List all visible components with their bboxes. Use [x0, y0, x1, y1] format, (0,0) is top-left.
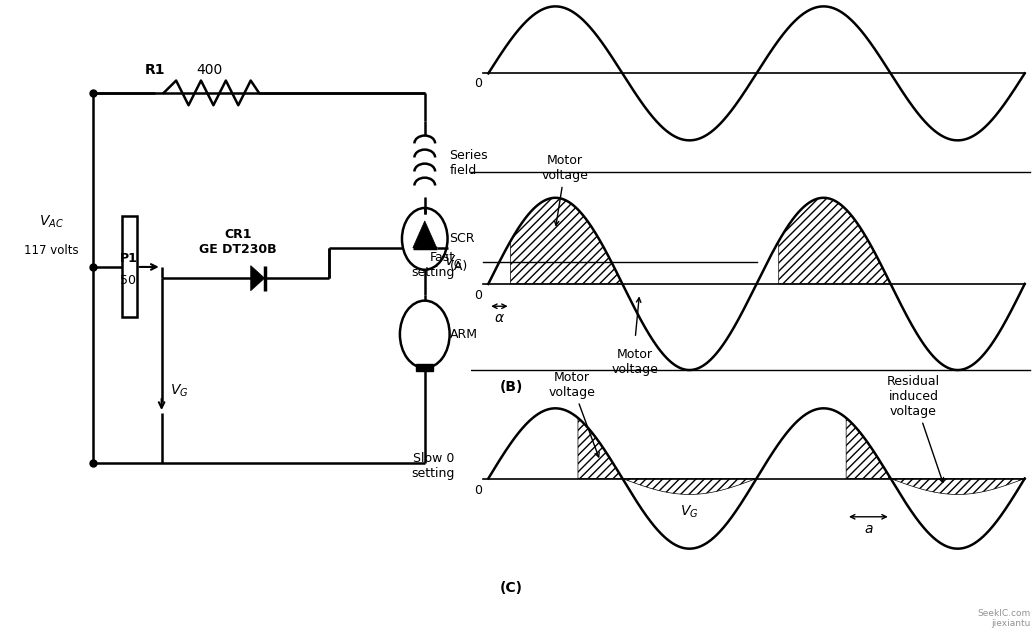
Text: CR1
GE DT230B: CR1 GE DT230B [200, 228, 277, 256]
Text: SCR: SCR [450, 232, 476, 246]
Text: Residual
induced
voltage: Residual induced voltage [887, 375, 944, 482]
Polygon shape [251, 265, 264, 291]
Text: 117 volts: 117 volts [25, 244, 79, 256]
Text: Fast
setting: Fast setting [411, 251, 455, 279]
Text: a: a [864, 522, 872, 536]
Text: SeekIC.com
jiexiantu: SeekIC.com jiexiantu [977, 609, 1031, 628]
Text: Motor
voltage: Motor voltage [612, 348, 659, 376]
Text: $V_G$: $V_G$ [681, 504, 698, 521]
Text: Slow 0
setting: Slow 0 setting [411, 452, 455, 480]
Text: 0: 0 [474, 484, 482, 496]
Polygon shape [412, 221, 437, 248]
Text: 0: 0 [474, 77, 482, 89]
Text: Series
field: Series field [450, 149, 488, 177]
Text: Motor
voltage: Motor voltage [542, 154, 588, 225]
Text: 400: 400 [196, 63, 223, 77]
Text: 50: 50 [120, 274, 136, 288]
Text: (C): (C) [499, 581, 522, 595]
Text: P1: P1 [120, 252, 138, 265]
Text: Motor
voltage: Motor voltage [548, 371, 599, 457]
Text: (B): (B) [499, 380, 523, 394]
Text: $V_G$: $V_G$ [444, 253, 463, 270]
Text: $V_{AC}$: $V_{AC}$ [39, 214, 64, 230]
Bar [416, 364, 433, 371]
Text: $\alpha$: $\alpha$ [494, 311, 505, 325]
Text: (A): (A) [450, 260, 468, 274]
Text: R1: R1 [145, 63, 166, 77]
Text: 0: 0 [474, 289, 482, 302]
Text: $V_G$: $V_G$ [170, 382, 189, 399]
Bar [122, 216, 137, 318]
Text: ARM: ARM [450, 328, 478, 341]
